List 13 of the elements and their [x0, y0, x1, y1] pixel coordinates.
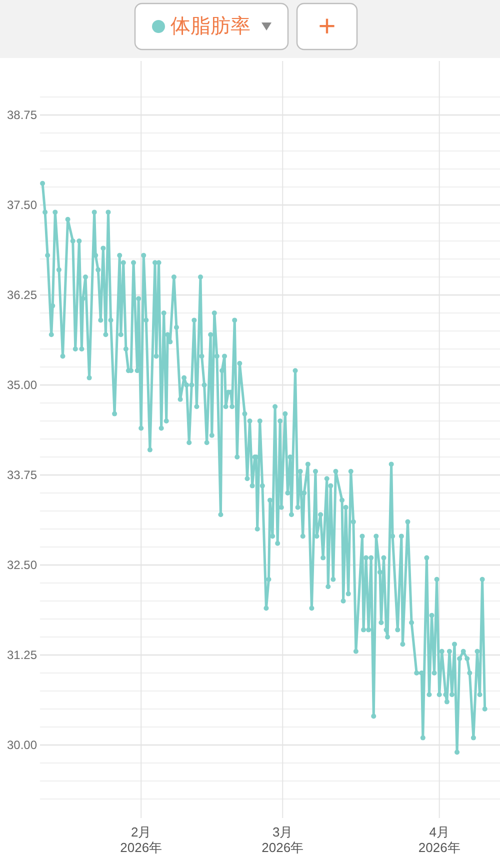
x-tick-label: 4月 2026年: [418, 824, 460, 856]
y-tick-label: 37.50: [6, 198, 38, 212]
text: +: [318, 10, 336, 43]
legend-label: 体脂肪率: [170, 16, 250, 38]
y-tick-label: 35.00: [6, 378, 38, 392]
y-tick-label: 31.25: [6, 648, 38, 662]
x-tick-label: 3月 2026年: [262, 824, 304, 856]
y-tick-label: 32.50: [6, 558, 38, 572]
x-tick-label: 2月 2026年: [120, 824, 162, 856]
y-tick-label: 33.75: [6, 468, 38, 482]
y-tick-label: 36.25: [6, 288, 38, 302]
y-tick-label: 38.75: [6, 108, 38, 122]
y-tick-label: 30.00: [6, 738, 38, 752]
